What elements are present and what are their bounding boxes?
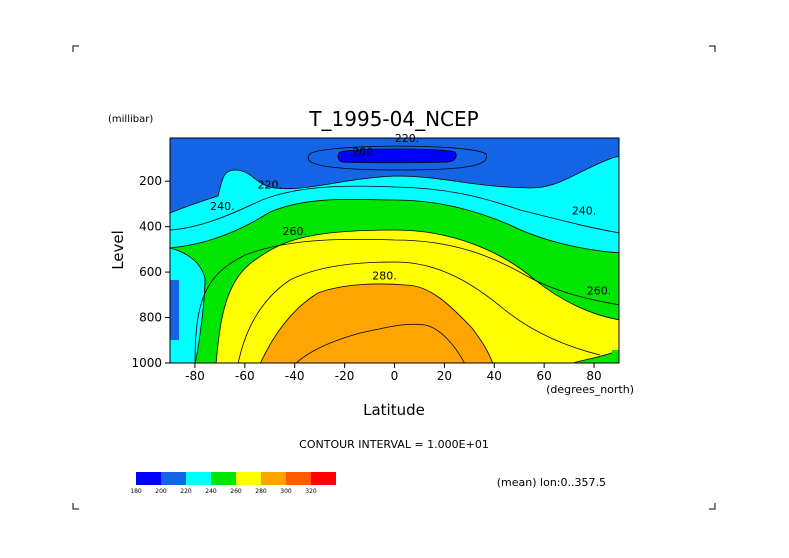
left-strip — [170, 280, 179, 340]
x-units-label: (degrees_north) — [546, 383, 634, 396]
colorbar-swatch — [186, 472, 211, 485]
x-tick-label: 20 — [437, 369, 452, 383]
colorbar-label: 320 — [305, 488, 317, 495]
y-axis: 200 400 600 800 1000 — [131, 174, 170, 370]
band-180-200 — [337, 148, 457, 164]
colorbar-swatch — [236, 472, 261, 485]
small-green-patch — [612, 350, 619, 363]
colorbar-label: 260 — [230, 488, 242, 495]
x-tick-label: -60 — [235, 369, 255, 383]
colorbar-label: 300 — [280, 488, 292, 495]
colorbar-swatch — [261, 472, 286, 485]
contour-fills — [170, 138, 619, 363]
contour-label: 240. — [210, 200, 235, 213]
colorbar: 180 200 220 240 260 280 300 320 — [130, 472, 336, 495]
x-tick-label: -40 — [285, 369, 305, 383]
x-tick-label: -20 — [335, 369, 355, 383]
contour-label: 240. — [572, 205, 597, 218]
y-axis-label: Level — [109, 230, 127, 270]
y-units-label: (millibar) — [108, 114, 153, 125]
contour-label: 260. — [587, 284, 612, 297]
contour-label: 260. — [282, 225, 307, 238]
x-tick-label: 40 — [487, 369, 502, 383]
x-tick-label: 0 — [391, 369, 399, 383]
x-tick-label: 80 — [586, 369, 601, 383]
contour-label: 200. — [352, 146, 377, 159]
colorbar-swatch — [136, 472, 161, 485]
contour-270-line — [237, 261, 601, 363]
contour-250-line — [194, 238, 619, 363]
y-tick-label: 200 — [139, 174, 162, 188]
contour-label: 220. — [258, 179, 283, 192]
band-280-300 — [260, 283, 494, 363]
contour-label: 280. — [372, 270, 397, 283]
contour-230-line — [170, 185, 619, 234]
contour-interval-text: CONTOUR INTERVAL = 1.000E+01 — [299, 438, 489, 451]
footnote-text: (mean) lon:0..357.5 — [497, 476, 606, 489]
colorbar-label: 280 — [255, 488, 267, 495]
y-tick-label: 800 — [139, 311, 162, 325]
colorbar-swatch — [161, 472, 186, 485]
chart-title: T_1995-04_NCEP — [308, 107, 478, 131]
x-axis-label: Latitude — [363, 401, 425, 419]
x-axis: -80 -60 -40 -20 0 20 40 60 80 — [185, 363, 602, 383]
corner-marks — [72, 45, 716, 510]
y-tick-label: 1000 — [131, 356, 162, 370]
colorbar-swatch — [311, 472, 336, 485]
contour-labels: 220.200.220.240. 240.260.280.260. — [210, 132, 611, 297]
y-tick-label: 400 — [139, 220, 162, 234]
x-tick-label: -80 — [185, 369, 205, 383]
colorbar-swatch — [286, 472, 311, 485]
y-tick-label: 600 — [139, 265, 162, 279]
colorbar-label: 200 — [155, 488, 167, 495]
colorbar-label: 180 — [130, 488, 142, 495]
contour-210-ring — [307, 145, 487, 171]
colorbar-swatch — [211, 472, 236, 485]
colorbar-label: 220 — [180, 488, 192, 495]
colorbar-label: 240 — [205, 488, 217, 495]
contour-290-line — [295, 323, 465, 363]
x-tick-label: 60 — [537, 369, 552, 383]
